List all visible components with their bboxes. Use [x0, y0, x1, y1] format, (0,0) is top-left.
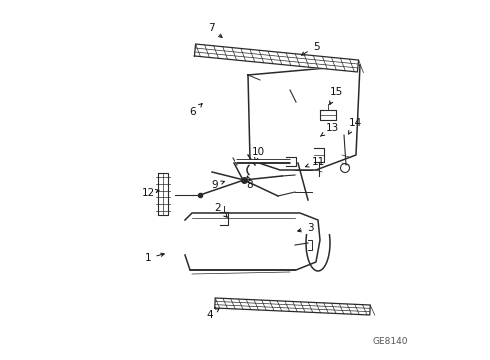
Text: 7: 7 [208, 23, 222, 37]
Text: 1: 1 [145, 253, 164, 263]
Text: 6: 6 [190, 104, 202, 117]
Polygon shape [215, 298, 370, 315]
Polygon shape [195, 44, 359, 72]
Text: 3: 3 [298, 223, 313, 233]
Text: 10: 10 [251, 147, 265, 161]
Text: 15: 15 [329, 87, 343, 104]
Text: 14: 14 [348, 118, 362, 134]
Text: 12: 12 [142, 188, 159, 198]
Text: 9: 9 [212, 180, 224, 190]
Text: 4: 4 [207, 309, 219, 320]
Text: 5: 5 [301, 42, 319, 55]
Text: GE8140: GE8140 [372, 338, 408, 346]
Text: 2: 2 [215, 203, 227, 217]
Text: 8: 8 [246, 176, 253, 190]
Text: 11: 11 [306, 157, 325, 167]
Text: 13: 13 [320, 123, 339, 136]
